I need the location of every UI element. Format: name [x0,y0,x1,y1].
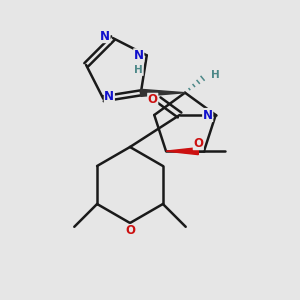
Text: H: H [134,65,143,75]
Text: H: H [211,70,220,80]
Text: N: N [203,109,213,122]
Polygon shape [141,89,185,96]
Text: O: O [148,93,158,106]
Text: O: O [125,224,135,238]
Text: N: N [104,90,114,103]
Text: N: N [100,30,110,43]
Text: O: O [193,136,203,150]
Polygon shape [166,148,198,154]
Text: N: N [134,49,144,62]
